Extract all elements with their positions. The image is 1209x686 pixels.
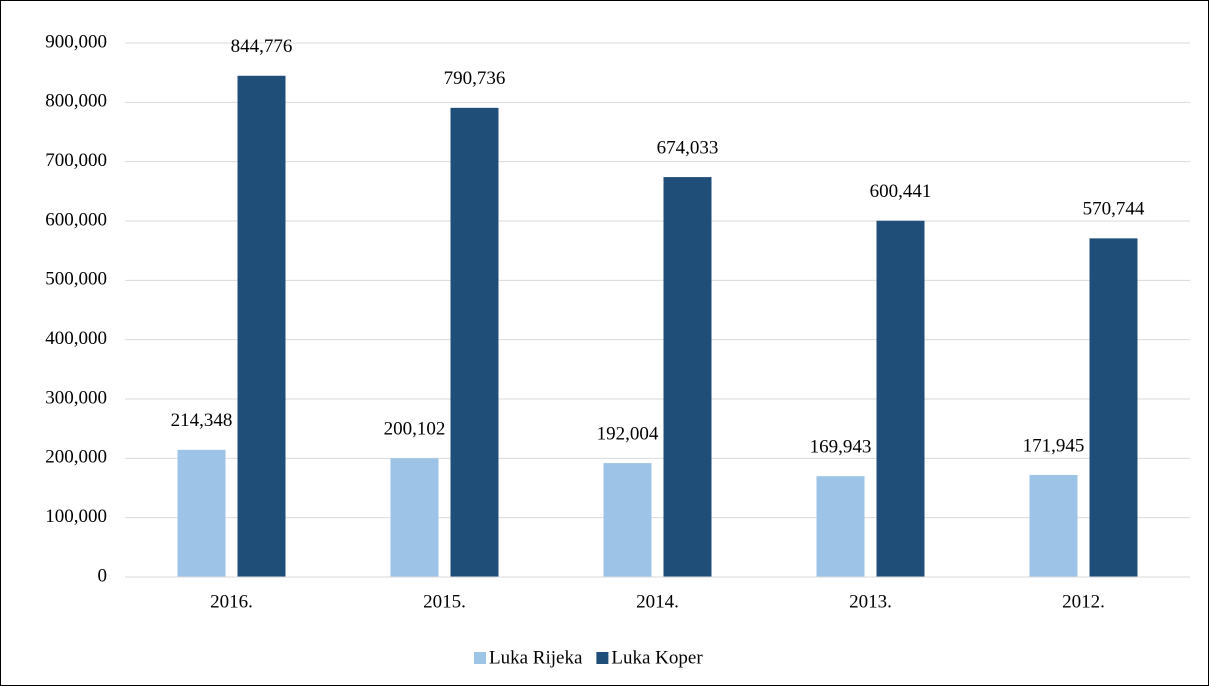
y-tick-label: 300,000: [45, 387, 107, 408]
y-tick-label: 0: [98, 565, 108, 586]
value-label: 844,776: [231, 36, 293, 57]
legend-label: Luka Rijeka: [489, 647, 583, 668]
y-tick-label: 200,000: [45, 447, 107, 468]
x-tick-label: 2012.: [1062, 591, 1105, 612]
value-label: 169,943: [810, 437, 872, 458]
bar: [450, 107, 499, 578]
bar: [663, 177, 712, 578]
x-tick-label: 2015.: [423, 591, 466, 612]
value-label: 171,945: [1023, 435, 1085, 456]
value-label: 600,441: [870, 181, 932, 202]
x-tick-label: 2014.: [636, 591, 679, 612]
value-label: 214,348: [171, 410, 233, 431]
bar: [816, 476, 865, 577]
legend-swatch: [596, 652, 609, 664]
y-tick-label: 100,000: [45, 506, 107, 527]
value-label: 570,744: [1083, 199, 1145, 220]
value-label: 790,736: [444, 68, 506, 89]
y-tick-label: 700,000: [45, 150, 107, 171]
bar: [390, 458, 439, 577]
y-tick-label: 800,000: [45, 91, 107, 112]
legend-swatch: [474, 652, 486, 664]
value-label: 674,033: [657, 137, 719, 158]
value-label: 200,102: [384, 419, 446, 440]
y-tick-label: 400,000: [45, 328, 107, 349]
bar: [1089, 238, 1138, 577]
bar: [237, 75, 286, 578]
bar: [603, 463, 652, 577]
legend-label: Luka Koper: [611, 647, 703, 668]
y-tick-label: 500,000: [45, 269, 107, 290]
bar: [177, 449, 226, 577]
y-tick-label: 900,000: [45, 31, 107, 52]
value-label: 192,004: [597, 423, 659, 444]
x-tick-label: 2013.: [849, 591, 892, 612]
bar: [1029, 474, 1078, 577]
x-tick-label: 2016.: [210, 591, 253, 612]
y-tick-label: 600,000: [45, 209, 107, 230]
bar: [876, 220, 925, 577]
